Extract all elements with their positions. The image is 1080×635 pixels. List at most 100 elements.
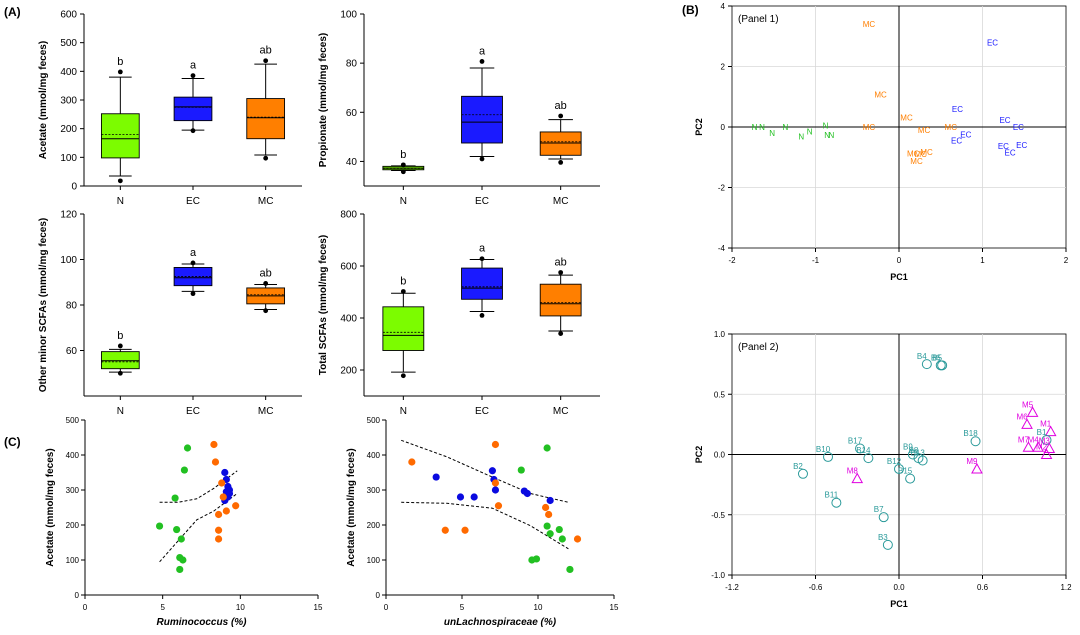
data-point-MC <box>211 458 220 466</box>
outlier-point <box>190 73 196 79</box>
y-tick-label: 1.0 <box>714 330 726 339</box>
pca-point-M1: M1 <box>1040 420 1057 437</box>
significance-letter: ab <box>555 100 567 112</box>
pca-point-N: N <box>823 121 829 130</box>
significance-letter: b <box>117 56 123 68</box>
x-axis-label: PC1 <box>890 599 908 609</box>
circle-marker <box>1041 435 1052 446</box>
x-tick-label: -0.6 <box>809 583 823 592</box>
point-label: B6 <box>931 353 941 362</box>
circle-marker <box>921 359 932 370</box>
y-tick-label: -1.0 <box>711 571 725 580</box>
y-tick-label: 200 <box>60 124 77 135</box>
point-label: B2 <box>793 462 803 471</box>
y-tick-label: 0.0 <box>714 451 726 460</box>
y-tick-label: 100 <box>66 556 80 565</box>
box-body <box>461 95 503 144</box>
panel-b-label: (B) <box>682 3 699 17</box>
triangle-marker <box>1044 425 1057 437</box>
box-body <box>100 351 140 370</box>
significance-letter: b <box>117 330 123 342</box>
box-body <box>382 306 425 351</box>
data-point-MC <box>545 510 553 519</box>
outlier-point <box>479 313 485 318</box>
significance-letter: a <box>190 247 197 259</box>
y-tick-label: 300 <box>367 486 381 495</box>
data-point-MC <box>219 493 227 501</box>
data-point-MC <box>441 526 449 534</box>
data-point-MC <box>408 458 416 466</box>
boxplot-propionate: 40 60 80 100 Propionate (mmol/mg feces) Nb EC a… <box>318 10 600 207</box>
x-tick-label: 5 <box>460 603 465 612</box>
y-axis-label: Acetate (mmol/mg feces) <box>346 448 357 566</box>
x-tick-label: 2 <box>1064 256 1069 265</box>
triangle-marker <box>971 462 983 474</box>
data-point-N <box>179 556 187 564</box>
pca-point-N: N <box>783 123 789 132</box>
data-point-N <box>155 522 164 530</box>
circle-marker <box>970 436 981 447</box>
y-axis-label: Other minor SCFAs (mmol/mg feces) <box>38 218 49 392</box>
y-tick-label: 200 <box>340 366 357 377</box>
y-axis-label: PC2 <box>694 446 704 464</box>
data-point-N <box>183 444 192 452</box>
panel-c-label: (C) <box>4 435 21 449</box>
pca-point-EC: EC <box>952 105 963 114</box>
pca-point-B9: B9 <box>903 443 918 460</box>
pca-point-MC: MC <box>914 150 927 159</box>
point-label: B8 <box>909 446 919 455</box>
box-N: b <box>100 56 140 184</box>
y-tick-label: 400 <box>367 451 381 460</box>
x-tick-label: 0 <box>897 256 902 265</box>
pca-point-M2: M2 <box>1036 443 1053 459</box>
box-MC: ab <box>539 100 582 165</box>
pca-point-M6: M6 <box>1016 412 1033 429</box>
x-tick-label: 15 <box>610 603 619 612</box>
x-axis-label: unLachnospiraceae (%) <box>444 617 557 628</box>
outlier-point <box>117 178 123 184</box>
outlier-point <box>558 113 564 119</box>
point-label: M4 <box>1028 435 1040 444</box>
point-label: B13 <box>911 449 926 458</box>
y-tick-label: 100 <box>367 556 381 565</box>
y-tick-label: 40 <box>346 157 358 168</box>
y-tick-label: 400 <box>340 314 357 325</box>
pca-point-MC: MC <box>918 126 931 135</box>
box-N: b <box>382 275 425 379</box>
significance-letter: b <box>400 275 406 287</box>
box-MC: ab <box>246 45 286 161</box>
significance-letter: ab <box>260 267 272 279</box>
x-tick-label: EC <box>475 406 489 417</box>
point-label: B12 <box>887 457 902 466</box>
y-tick-label: 2 <box>721 63 726 72</box>
scatterplot-acetate_vs_ruminococcus: 0 100 200 300 400 500 0 5 10 15 Ruminococcus (%) Ac… <box>45 416 323 628</box>
data-point-EC <box>523 489 531 498</box>
pca-point-MC: MC <box>863 20 876 29</box>
point-label: M3 <box>1039 436 1051 445</box>
data-point-MC <box>573 535 582 543</box>
y-axis-label: Acetate (mmol/mg feces) <box>38 41 49 159</box>
circle-marker <box>855 443 866 454</box>
significance-letter: ab <box>260 45 272 57</box>
pca-point-M4: M4 <box>1028 435 1045 452</box>
circle-marker <box>878 512 889 523</box>
data-point-EC <box>456 493 465 501</box>
pca-point-B18: B18 <box>963 429 981 447</box>
x-tick-label: 10 <box>534 603 543 612</box>
y-tick-label: 100 <box>340 10 357 21</box>
pca-point-N: N <box>752 123 758 132</box>
x-tick-label: EC <box>186 196 200 207</box>
circle-marker <box>797 468 808 479</box>
data-point-MC <box>232 502 240 510</box>
pca-point-B17: B17 <box>848 436 866 454</box>
data-point-N <box>546 530 554 538</box>
pca-point-EC: EC <box>999 116 1010 125</box>
x-tick-label: -1.2 <box>725 583 739 592</box>
outlier-point <box>117 370 123 376</box>
pca-point-M3: M3 <box>1039 436 1056 453</box>
point-label: B4 <box>917 352 927 361</box>
triangle-marker <box>1022 441 1035 452</box>
data-point-N <box>171 494 179 502</box>
data-point-N <box>543 444 551 452</box>
